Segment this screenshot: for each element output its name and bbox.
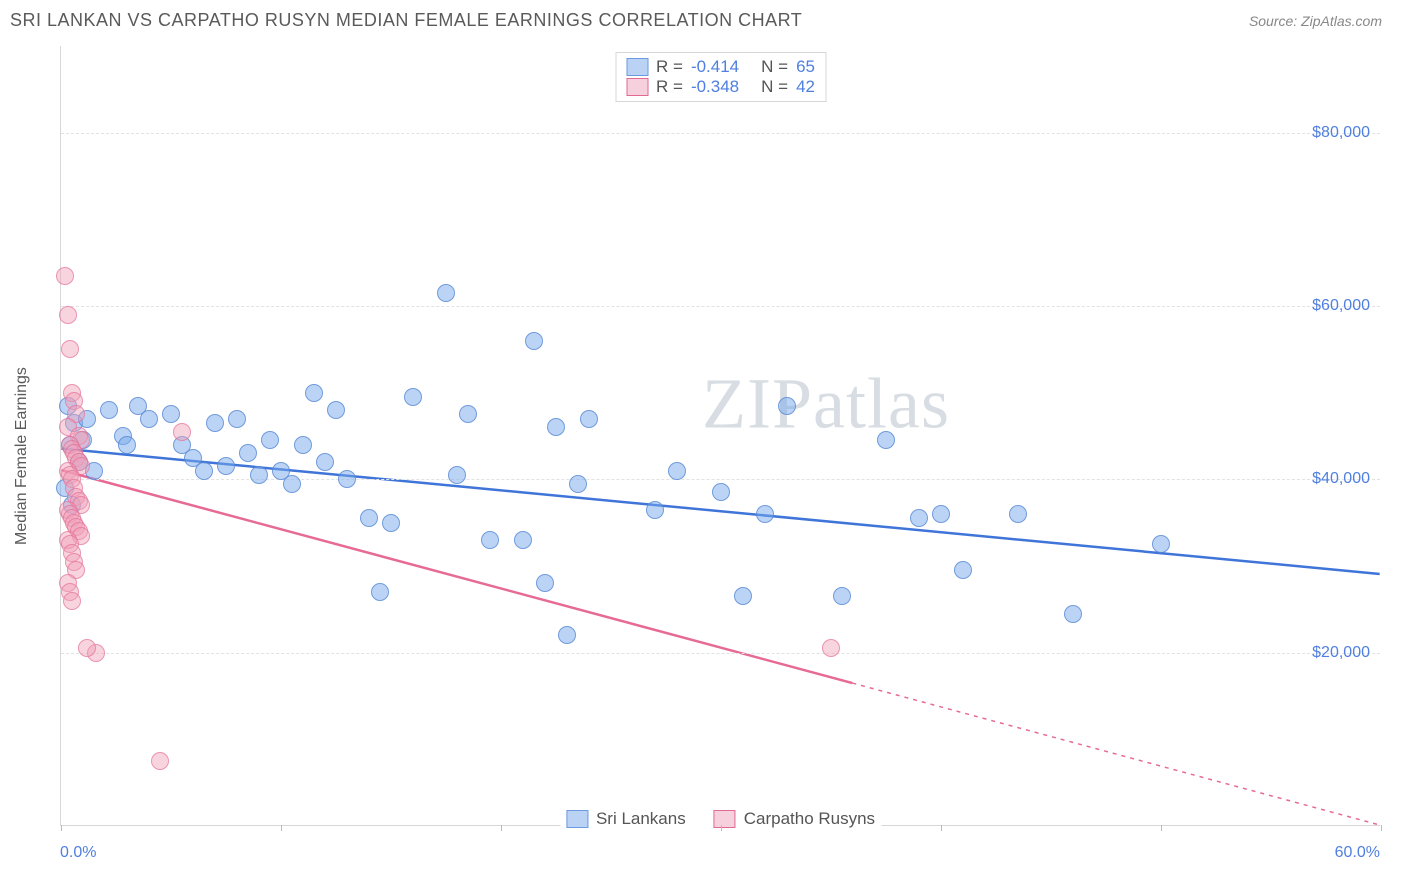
scatter-point xyxy=(756,505,774,523)
scatter-point xyxy=(646,501,664,519)
scatter-point xyxy=(327,401,345,419)
scatter-point xyxy=(437,284,455,302)
legend-n-value-1: 65 xyxy=(796,57,815,77)
scatter-point xyxy=(569,475,587,493)
plot-area: ZIPatlas R = -0.414 N = 65 R = -0.348 N … xyxy=(60,46,1380,826)
y-tick-label: $80,000 xyxy=(1312,124,1370,142)
scatter-point xyxy=(833,587,851,605)
scatter-point xyxy=(100,401,118,419)
series-legend-item-1: Sri Lankans xyxy=(566,809,686,829)
grid-line xyxy=(61,653,1380,654)
scatter-point xyxy=(56,267,74,285)
scatter-point xyxy=(459,405,477,423)
scatter-point xyxy=(1009,505,1027,523)
correlation-legend-row-2: R = -0.348 N = 42 xyxy=(626,77,815,97)
source-label: Source: ZipAtlas.com xyxy=(1249,13,1382,29)
scatter-point xyxy=(910,509,928,527)
scatter-point xyxy=(822,639,840,657)
scatter-point xyxy=(239,444,257,462)
scatter-point xyxy=(228,410,246,428)
scatter-point xyxy=(294,436,312,454)
legend-r-label: R = xyxy=(656,57,683,77)
scatter-point xyxy=(206,414,224,432)
scatter-point xyxy=(514,531,532,549)
correlation-legend-row-1: R = -0.414 N = 65 xyxy=(626,57,815,77)
scatter-point xyxy=(448,466,466,484)
scatter-point xyxy=(283,475,301,493)
y-tick-label: $60,000 xyxy=(1312,297,1370,315)
scatter-point xyxy=(525,332,543,350)
scatter-point xyxy=(954,561,972,579)
series-legend-label-1: Sri Lankans xyxy=(596,809,686,829)
scatter-point xyxy=(140,410,158,428)
scatter-point xyxy=(360,509,378,527)
correlation-legend: R = -0.414 N = 65 R = -0.348 N = 42 xyxy=(615,52,826,102)
scatter-point xyxy=(61,340,79,358)
legend-r-value-2: -0.348 xyxy=(691,77,739,97)
grid-line xyxy=(61,133,1380,134)
scatter-point xyxy=(1064,605,1082,623)
scatter-point xyxy=(338,470,356,488)
scatter-point xyxy=(118,436,136,454)
series-legend-label-2: Carpatho Rusyns xyxy=(744,809,875,829)
scatter-point xyxy=(1152,535,1170,553)
watermark: ZIPatlas xyxy=(702,363,950,446)
scatter-point xyxy=(151,752,169,770)
chart-title: SRI LANKAN VS CARPATHO RUSYN MEDIAN FEMA… xyxy=(10,10,802,31)
x-tick xyxy=(61,825,62,831)
legend-swatch-blue xyxy=(566,810,588,828)
scatter-point xyxy=(305,384,323,402)
scatter-point xyxy=(173,423,191,441)
legend-swatch-blue xyxy=(626,58,648,76)
legend-n-label: N = xyxy=(761,57,788,77)
scatter-point xyxy=(316,453,334,471)
legend-swatch-pink xyxy=(714,810,736,828)
x-axis-max-label: 60.0% xyxy=(1335,844,1380,862)
scatter-point xyxy=(558,626,576,644)
x-tick xyxy=(941,825,942,831)
scatter-point xyxy=(250,466,268,484)
scatter-point xyxy=(536,574,554,592)
scatter-point xyxy=(734,587,752,605)
x-tick xyxy=(281,825,282,831)
trend-line xyxy=(61,470,852,683)
scatter-point xyxy=(668,462,686,480)
scatter-point xyxy=(580,410,598,428)
x-tick xyxy=(1161,825,1162,831)
scatter-point xyxy=(547,418,565,436)
scatter-point xyxy=(78,639,96,657)
legend-n-label: N = xyxy=(761,77,788,97)
x-tick xyxy=(501,825,502,831)
trend-line-dashed xyxy=(852,683,1379,825)
x-axis-min-label: 0.0% xyxy=(60,844,96,862)
x-tick xyxy=(721,825,722,831)
scatter-point xyxy=(877,431,895,449)
legend-swatch-pink xyxy=(626,78,648,96)
scatter-point xyxy=(162,405,180,423)
series-legend-item-2: Carpatho Rusyns xyxy=(714,809,875,829)
grid-line xyxy=(61,306,1380,307)
chart-container: Median Female Earnings ZIPatlas R = -0.4… xyxy=(10,46,1396,866)
scatter-point xyxy=(712,483,730,501)
scatter-point xyxy=(217,457,235,475)
legend-n-value-2: 42 xyxy=(796,77,815,97)
x-tick xyxy=(1381,825,1382,831)
y-tick-label: $20,000 xyxy=(1312,644,1370,662)
scatter-point xyxy=(932,505,950,523)
watermark-brand: ZIP xyxy=(702,364,813,444)
legend-r-label: R = xyxy=(656,77,683,97)
trend-lines-layer xyxy=(61,46,1380,825)
scatter-point xyxy=(63,592,81,610)
scatter-point xyxy=(59,306,77,324)
y-axis-title: Median Female Earnings xyxy=(13,367,31,545)
legend-r-value-1: -0.414 xyxy=(691,57,739,77)
scatter-point xyxy=(778,397,796,415)
y-tick-label: $40,000 xyxy=(1312,470,1370,488)
scatter-point xyxy=(404,388,422,406)
scatter-point xyxy=(261,431,279,449)
scatter-point xyxy=(371,583,389,601)
scatter-point xyxy=(382,514,400,532)
scatter-point xyxy=(195,462,213,480)
scatter-point xyxy=(481,531,499,549)
